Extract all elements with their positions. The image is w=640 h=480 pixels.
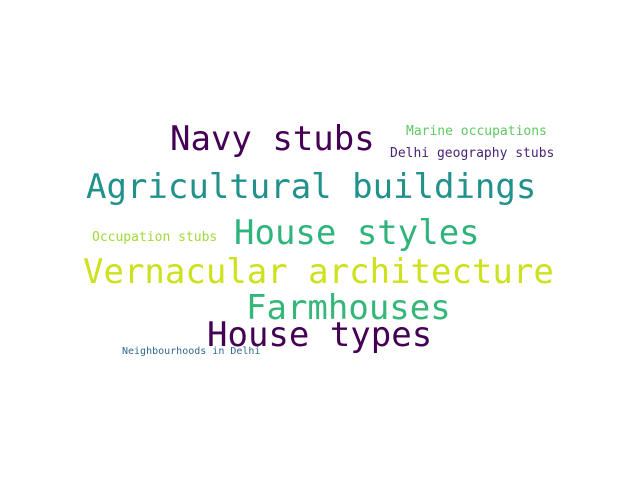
word-neighbourhoods-in-delhi: Neighbourhoods in Delhi	[122, 346, 261, 357]
word-occupation-stubs: Occupation stubs	[92, 230, 218, 245]
word-house-styles: House styles	[234, 213, 480, 253]
word-house-types: House types	[207, 315, 433, 355]
word-marine-occupations: Marine occupations	[406, 124, 547, 139]
word-vernacular-architecture: Vernacular architecture	[83, 252, 554, 292]
word-navy-stubs: Navy stubs	[170, 119, 375, 159]
word-delhi-geography-stubs: Delhi geography stubs	[390, 146, 555, 161]
word-agricultural-buildings: Agricultural buildings	[86, 167, 537, 207]
word-farmhouses: Farmhouses	[246, 288, 451, 328]
